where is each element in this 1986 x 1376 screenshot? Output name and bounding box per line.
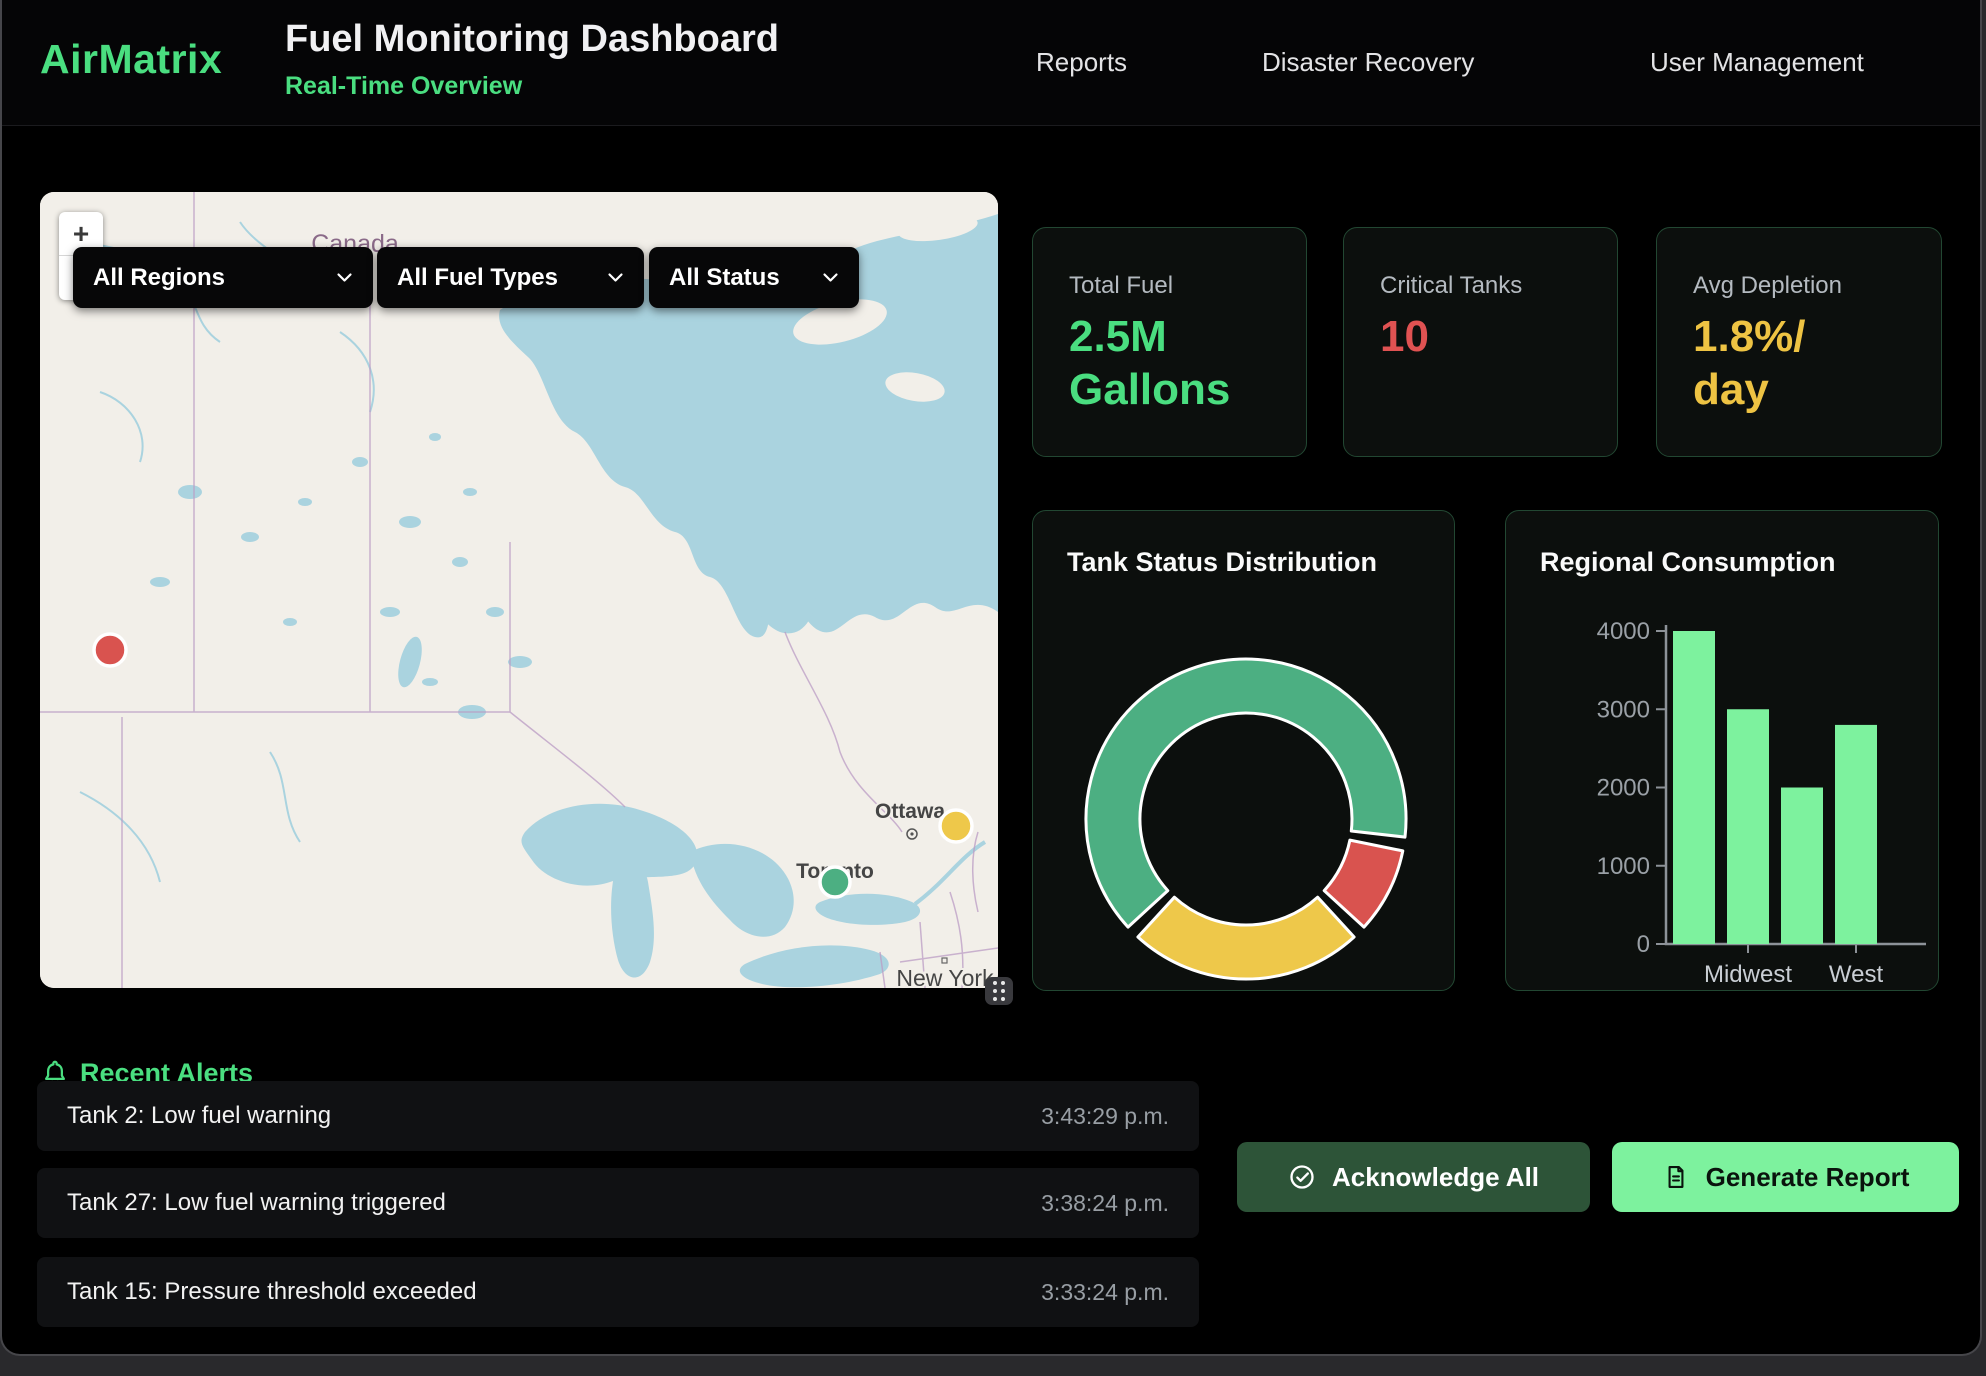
alert-timestamp: 3:43:29 p.m. [1041,1103,1169,1129]
generate-report-button[interactable]: Generate Report [1612,1142,1959,1212]
regional-consumption-chart-card: 0 1000 2000 3000 4000 Midwest West Regional Co… [1505,510,1939,991]
tank-status-chart-card: Tank Status Distribution [1032,510,1455,991]
alert-timestamp: 3:33:24 p.m. [1041,1279,1169,1305]
stat-card-critical-tanks: Critical Tanks 10 [1343,227,1618,457]
chart-title: Tank Status Distribution [1067,547,1378,577]
tank-marker-normal[interactable] [818,865,852,899]
status-filter-select[interactable]: All Status [649,247,859,308]
stat-label: Total Fuel [1069,272,1174,299]
alert-row[interactable]: Tank 2: Low fuel warning 3:43:29 p.m. [37,1081,1199,1151]
svg-text:West: West [1829,961,1884,988]
alert-timestamp: 3:38:24 p.m. [1041,1190,1169,1216]
chevron-down-icon [608,273,623,282]
page-title: Fuel Monitoring Dashboard [285,18,779,60]
regional-consumption-bar-chart: 0 1000 2000 3000 4000 Midwest West [1597,618,1926,988]
svg-text:0: 0 [1637,931,1650,958]
tank-marker-critical[interactable] [92,632,128,668]
page-subtitle: Real-Time Overview [285,72,523,100]
svg-text:Midwest: Midwest [1704,961,1792,988]
acknowledge-all-button[interactable]: Acknowledge All [1237,1142,1590,1212]
alert-message: Tank 15: Pressure threshold exceeded [67,1278,477,1305]
region-filter-select[interactable]: All Regions [73,247,373,308]
chevron-down-icon [337,273,352,282]
nav-disaster-recovery[interactable]: Disaster Recovery [1262,47,1475,77]
svg-text:1000: 1000 [1597,853,1650,880]
header: AirMatrix Fuel Monitoring Dashboard Real… [2,0,1980,126]
region-filter-value: All Regions [93,263,226,291]
map-resize-handle[interactable] [985,977,1013,1005]
map-label-new-york: New York [896,965,994,988]
status-filter-value: All Status [669,263,780,291]
fuel-type-filter-select[interactable]: All Fuel Types [377,247,644,308]
acknowledge-all-label: Acknowledge All [1331,1161,1540,1192]
chevron-down-icon [823,273,838,282]
svg-text:4000: 4000 [1597,618,1650,645]
alert-message: Tank 27: Low fuel warning triggered [67,1189,446,1216]
svg-text:3000: 3000 [1597,696,1650,723]
alert-row[interactable]: Tank 27: Low fuel warning triggered 3:38… [37,1168,1199,1238]
svg-text:2000: 2000 [1597,775,1650,802]
tank-status-donut-chart [1084,657,1408,981]
alert-message: Tank 2: Low fuel warning [67,1102,332,1129]
stat-label: Critical Tanks [1380,272,1523,299]
tank-marker-warning[interactable] [938,808,974,844]
stat-value: 1.8%/ day [1693,312,1806,414]
check-circle-icon [1290,1165,1314,1189]
stat-card-total-fuel: Total Fuel 2.5M Gallons [1032,227,1307,457]
stat-label: Avg Depletion [1693,272,1842,299]
fuel-type-filter-value: All Fuel Types [397,263,558,291]
generate-report-label: Generate Report [1705,1161,1910,1192]
stat-value: 2.5M Gallons [1069,312,1231,414]
nav-reports[interactable]: Reports [1036,47,1128,77]
map[interactable]: Canada Ottawa Toronto New York + − All R… [40,192,998,988]
stat-value: 10 [1380,312,1429,361]
map-label-ottawa: Ottawa [875,800,945,823]
alert-row[interactable]: Tank 15: Pressure threshold exceeded 3:3… [37,1257,1199,1327]
nav-user-management[interactable]: User Management [1650,47,1864,77]
map-tiles: Canada Ottawa Toronto New York [40,192,998,988]
app-logo: AirMatrix [40,36,223,82]
report-document-icon [1668,1166,1684,1188]
stat-card-avg-depletion: Avg Depletion 1.8%/ day [1656,227,1942,457]
chart-title: Regional Consumption [1540,547,1836,577]
